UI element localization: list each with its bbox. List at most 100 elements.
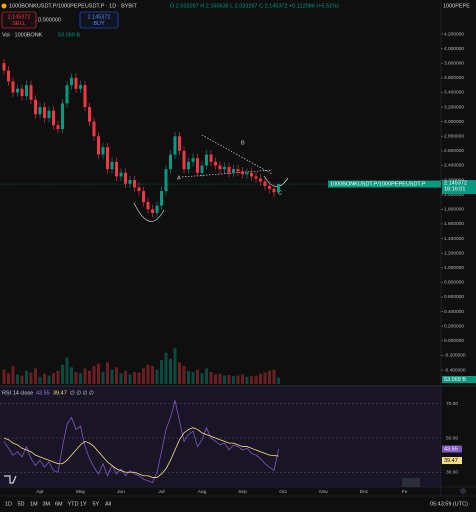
volume-bar — [29, 372, 33, 384]
volume-bar — [65, 357, 69, 384]
rsi-line — [3, 400, 279, 484]
candle-body — [155, 205, 159, 213]
time-label: Sep — [238, 489, 247, 495]
rsi-legend-value: 43.55 — [36, 390, 50, 396]
candle-body — [70, 77, 73, 86]
volume-bar — [133, 372, 136, 384]
volume-bar — [268, 370, 271, 384]
price-tick-label: 1.800000 — [444, 207, 464, 213]
volume-bar — [142, 368, 145, 384]
volume-bar — [200, 373, 204, 384]
title: 1000BONKUSDT.P/1000PEPEUSDT.P · 1D · BYB… — [9, 3, 138, 9]
candle-body — [16, 88, 19, 93]
ohlc: O 2.033267 H 2.150635 L 2.033267 C 2.145… — [170, 3, 339, 9]
candle-body — [106, 147, 109, 170]
rsi-tick-label: 70.00 — [446, 401, 458, 407]
volume-bar — [56, 370, 60, 384]
volume-bar — [2, 369, 6, 384]
candle-body — [268, 185, 271, 189]
candle-body — [101, 147, 105, 155]
volume-bar — [160, 360, 163, 384]
time-label: Nov — [319, 489, 328, 495]
price-tick-label: 2.000000 — [444, 192, 464, 198]
last-price: 2.145372 — [444, 181, 467, 187]
candle-body — [74, 77, 78, 89]
candle-body — [11, 81, 15, 93]
candle-body — [92, 121, 96, 137]
time-label: Aug — [198, 489, 207, 495]
time-label: Jul — [158, 489, 164, 495]
price-tick-label: 2.800000 — [444, 134, 464, 140]
buy-price[interactable]: 2.145372 — [88, 14, 111, 20]
price-tick-label: 0.400000 — [444, 309, 464, 315]
range-button[interactable]: 5D — [18, 501, 25, 507]
candle-body — [34, 99, 37, 115]
price-tick-label: 0.800000 — [444, 280, 464, 286]
range-button[interactable]: 5Y — [93, 501, 100, 507]
range-button[interactable]: 1Y — [80, 501, 87, 507]
clock: 05:43:59 (UTC) — [430, 501, 468, 507]
candle-body — [191, 158, 195, 162]
candle-body — [56, 125, 60, 129]
candle-body — [164, 169, 168, 192]
annotation: C — [278, 190, 282, 196]
candle-body — [169, 154, 172, 170]
volume-bar — [259, 373, 262, 384]
price-tick-label: 4.000000 — [444, 46, 464, 52]
buy-button[interactable] — [79, 11, 119, 29]
volume-bar — [38, 376, 42, 384]
candle-body — [7, 70, 10, 82]
curve-bottom — [133, 202, 165, 222]
screenshot-icon[interactable] — [402, 478, 420, 487]
price-tick-label: 3.600000 — [444, 75, 464, 81]
candle-body — [65, 85, 69, 104]
volume-bar — [92, 366, 96, 384]
candle-body — [209, 154, 213, 162]
price-tick-label: 1.000000 — [444, 265, 464, 271]
buy-label[interactable]: BUY — [93, 21, 105, 27]
range-button[interactable]: 1M — [30, 501, 38, 507]
candle-body — [52, 110, 55, 126]
volume-bar — [232, 376, 235, 384]
price-tick-label: 3.400000 — [444, 90, 464, 96]
sell-button[interactable] — [1, 11, 37, 29]
volume-bar — [43, 373, 46, 384]
volume-legend-value: 53.069 B — [58, 32, 80, 38]
settings-icon[interactable] — [460, 488, 466, 494]
volume-bar — [155, 369, 159, 384]
time-label: Apr — [36, 489, 44, 495]
price-tick-label: 3.200000 — [444, 104, 464, 110]
volume-bar — [61, 364, 64, 384]
range-button[interactable]: 6M — [55, 501, 63, 507]
range-button[interactable]: 1D — [5, 501, 12, 507]
candle-body — [124, 172, 127, 184]
volume-bar — [106, 362, 109, 384]
range-button[interactable]: All — [105, 501, 111, 507]
drawings — [133, 134, 289, 222]
candle-body — [151, 209, 154, 213]
range-button[interactable]: 3M — [43, 501, 51, 507]
time-label: Dec — [360, 489, 369, 495]
candle-body — [83, 85, 87, 108]
range-button[interactable]: YTD — [68, 501, 79, 507]
countdown: 18:16:01 — [444, 187, 465, 193]
candle-body — [137, 187, 141, 192]
volume-bar — [47, 375, 51, 384]
volume-bar — [187, 370, 190, 384]
pair-label: 1000BONKUSDT.P/1000PEPEUSDT.P — [330, 182, 426, 188]
curve-recent — [263, 175, 289, 187]
spread: 0.000000 — [38, 17, 61, 23]
candle-body — [115, 161, 118, 177]
volume-value-bg — [442, 376, 476, 383]
sell-price[interactable]: 2.145372 — [8, 14, 31, 20]
candle-body — [173, 136, 177, 155]
candle-body — [133, 180, 136, 188]
candle-body — [119, 172, 123, 177]
volume-bar — [214, 374, 217, 384]
rsi-value-bg — [442, 445, 462, 453]
volume-bar — [182, 366, 186, 384]
volume-bar — [16, 374, 19, 384]
sell-label[interactable]: SELL — [12, 21, 25, 27]
candle-body — [142, 191, 145, 202]
candle-body — [43, 107, 46, 118]
